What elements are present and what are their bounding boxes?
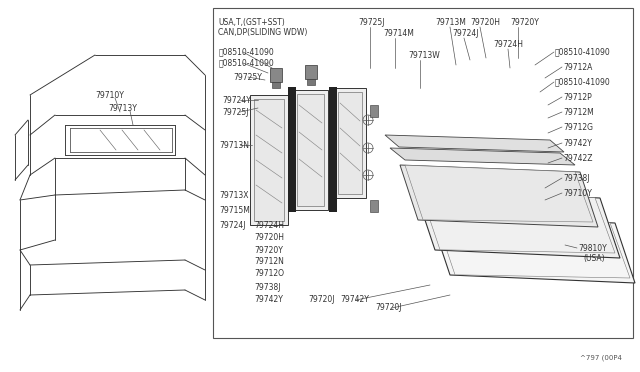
Polygon shape — [435, 215, 630, 278]
Text: USA,T,(GST+SST): USA,T,(GST+SST) — [218, 17, 285, 26]
Text: 79712A: 79712A — [563, 62, 593, 71]
Text: 79713W: 79713W — [408, 51, 440, 60]
Polygon shape — [293, 90, 328, 210]
Text: 79710Y: 79710Y — [563, 189, 592, 198]
Polygon shape — [297, 94, 324, 206]
Text: 79712O: 79712O — [254, 269, 284, 279]
Text: 79720H: 79720H — [254, 232, 284, 241]
Text: 79720J: 79720J — [308, 295, 335, 305]
Text: (USA): (USA) — [583, 253, 605, 263]
Bar — [370, 105, 378, 117]
Polygon shape — [405, 165, 593, 222]
Text: 79713X: 79713X — [219, 190, 248, 199]
Bar — [329, 87, 333, 212]
Text: 79714M: 79714M — [383, 29, 414, 38]
Text: 79712G: 79712G — [563, 122, 593, 131]
Bar — [272, 82, 280, 88]
Text: 79720H: 79720H — [470, 17, 500, 26]
Text: 79712M: 79712M — [563, 108, 594, 116]
Text: 79742Y: 79742Y — [563, 138, 592, 148]
Text: 79720Y: 79720Y — [510, 17, 539, 26]
Bar — [305, 65, 317, 79]
Text: 79742Y: 79742Y — [340, 295, 369, 305]
Text: 79724J: 79724J — [452, 29, 479, 38]
Text: 79725J: 79725J — [222, 108, 248, 116]
Bar — [307, 79, 315, 85]
Text: Ⓢ08510-41090: Ⓢ08510-41090 — [555, 77, 611, 87]
Polygon shape — [338, 92, 362, 194]
Text: 79710Y: 79710Y — [95, 90, 124, 99]
Bar — [292, 87, 296, 212]
Bar — [288, 87, 292, 212]
Text: 79738J: 79738J — [563, 173, 589, 183]
Text: 79713N: 79713N — [219, 141, 249, 150]
Polygon shape — [334, 88, 366, 198]
Text: 79742Z: 79742Z — [563, 154, 593, 163]
Text: Ⓢ08510-41090: Ⓢ08510-41090 — [219, 48, 275, 57]
Bar — [213, 8, 633, 338]
Text: 79724H: 79724H — [493, 39, 523, 48]
Polygon shape — [250, 95, 288, 225]
Text: 79725Y: 79725Y — [233, 73, 262, 81]
Polygon shape — [390, 148, 575, 165]
Bar — [333, 87, 337, 212]
Text: 79712P: 79712P — [563, 93, 592, 102]
Text: 79712N: 79712N — [254, 257, 284, 266]
Text: 79720Y: 79720Y — [254, 246, 283, 254]
Polygon shape — [385, 135, 564, 152]
Text: 79742Y: 79742Y — [254, 295, 283, 305]
Text: 79738J: 79738J — [254, 282, 280, 292]
Text: Ⓢ08510-41090: Ⓢ08510-41090 — [555, 48, 611, 57]
Text: 79713M: 79713M — [435, 17, 466, 26]
Text: 79713Y: 79713Y — [108, 103, 137, 112]
Text: CAN,DP(SLIDING WDW): CAN,DP(SLIDING WDW) — [218, 28, 307, 36]
Bar — [370, 200, 378, 212]
Bar — [270, 68, 282, 82]
Text: 79724Y: 79724Y — [222, 96, 251, 105]
Polygon shape — [254, 99, 284, 221]
Text: 79720J: 79720J — [375, 304, 401, 312]
Polygon shape — [400, 165, 598, 227]
Text: ^797 (00P4: ^797 (00P4 — [580, 355, 622, 361]
Text: 79724J: 79724J — [219, 221, 246, 230]
Polygon shape — [415, 190, 620, 258]
Text: 79810Y: 79810Y — [578, 244, 607, 253]
Text: 79715M: 79715M — [219, 205, 250, 215]
Text: 79724H: 79724H — [254, 221, 284, 230]
Text: Ⓢ08510-41090: Ⓢ08510-41090 — [219, 58, 275, 67]
Polygon shape — [420, 190, 615, 253]
Polygon shape — [430, 215, 635, 283]
Text: 79725J: 79725J — [358, 17, 385, 26]
